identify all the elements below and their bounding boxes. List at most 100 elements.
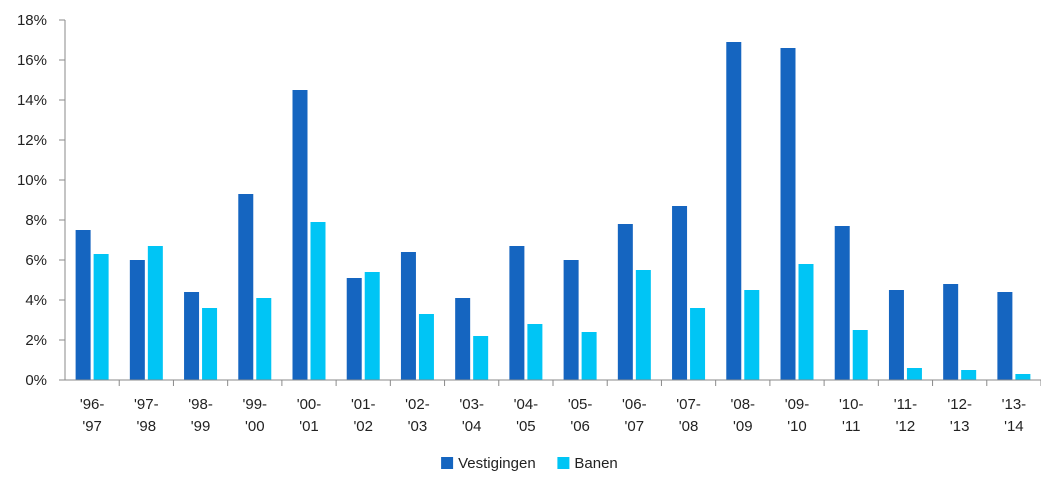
x-tick-label-line: '08 (679, 418, 699, 435)
bar-banen-4 (310, 222, 326, 380)
y-tick-label: 18% (17, 12, 47, 29)
bar-vestigingen-0 (75, 230, 91, 380)
y-tick-label: 4% (25, 292, 47, 309)
bar-vestigingen-14 (834, 226, 850, 380)
y-tick-label: 2% (25, 332, 47, 349)
bar-vestigingen-12 (726, 42, 742, 380)
bar-banen-10 (635, 270, 651, 380)
y-tick-label: 12% (17, 132, 47, 149)
x-tick-label: '06- '07 (622, 396, 647, 435)
y-tick-label: 16% (17, 52, 47, 69)
x-tick-label-line: '03 (408, 418, 428, 435)
x-tick-label-line: '00 (245, 418, 265, 435)
legend-label-vestigingen: Vestigingen (458, 455, 536, 472)
x-tick-label-line: '06- (622, 396, 647, 413)
bar-banen-7 (473, 336, 489, 380)
bar-vestigingen-11 (672, 206, 688, 380)
bar-banen-15 (906, 368, 922, 380)
x-tick-label-line: '02 (353, 418, 373, 435)
bar-banen-16 (961, 370, 977, 380)
bar-vestigingen-8 (509, 246, 525, 380)
bar-banen-12 (744, 290, 760, 380)
bar-vestigingen-15 (888, 290, 904, 380)
y-tick-label: 0% (25, 372, 47, 389)
bar-banen-13 (798, 264, 814, 380)
bar-vestigingen-1 (129, 260, 145, 380)
x-tick-label-line: '01 (299, 418, 319, 435)
x-tick-label-line: '14 (1004, 418, 1024, 435)
x-tick-label-line: '98 (137, 418, 157, 435)
bar-vestigingen-3 (238, 194, 254, 380)
bar-vestigingen-13 (780, 48, 796, 380)
x-tick-label-line: '08- (731, 396, 756, 413)
x-tick-label: '96- '97 (80, 396, 105, 435)
bar-banen-1 (147, 246, 163, 380)
x-tick-label-line: '99- (243, 396, 268, 413)
x-tick-label: '11- '12 (894, 396, 917, 435)
x-tick-label-line: '07- (676, 396, 701, 413)
x-tick-label: '03- '04 (459, 396, 484, 435)
bar-vestigingen-17 (997, 292, 1013, 380)
x-tick-label-line: '12- (947, 396, 972, 413)
x-tick-label: '08- '09 (731, 396, 756, 435)
bar-banen-0 (93, 254, 109, 380)
bar-banen-6 (418, 314, 434, 380)
bar-banen-2 (202, 308, 218, 380)
bar-vestigingen-7 (455, 298, 471, 380)
x-tick-label-line: '10- (839, 396, 864, 413)
legend-label-banen: Banen (574, 455, 617, 472)
x-tick-label-line: '98- (188, 396, 213, 413)
x-tick-label-line: '06 (570, 418, 590, 435)
legend-swatch-vestigingen (441, 457, 454, 469)
bar-vestigingen-6 (400, 252, 416, 380)
y-tick-label: 10% (17, 172, 47, 189)
x-tick-label-line: '97- (134, 396, 159, 413)
bar-banen-8 (527, 324, 543, 380)
legend: Vestigingen Banen (441, 455, 618, 472)
x-axis: '96- '97 '97- '98 '98- '99 '99- '00 '00- '01 '01-'… (65, 379, 1041, 435)
x-tick-label: '98- '99 (188, 396, 213, 435)
x-tick-label-line: '09 (733, 418, 753, 435)
y-tick-label: 14% (17, 92, 47, 109)
y-axis: 0% 2% 4% 6% 8% 10% 12% 14% 16% 18% (17, 12, 66, 389)
x-tick-label-line: '13- (1002, 396, 1027, 413)
y-tick-label: 8% (25, 212, 47, 229)
x-tick-label-line: '05 (516, 418, 536, 435)
bar-vestigingen-10 (617, 224, 633, 380)
x-tick-label: '00- '01 (297, 396, 322, 435)
x-tick-label-line: '02- (405, 396, 430, 413)
x-tick-label-line: '99 (191, 418, 211, 435)
x-tick-label-line: '97 (82, 418, 102, 435)
x-tick-label: '97- '98 (134, 396, 159, 435)
bar-vestigingen-16 (943, 284, 959, 380)
x-tick-label-line: '96- (80, 396, 105, 413)
x-tick-label-line: '04 (462, 418, 482, 435)
x-tick-label: '07- '08 (676, 396, 701, 435)
x-tick-label-line: '00- (297, 396, 322, 413)
x-tick-label: '01- '02 (351, 396, 376, 435)
bar-banen-17 (1015, 374, 1031, 380)
bar-vestigingen-9 (563, 260, 579, 380)
bar-vestigingen-4 (292, 90, 308, 380)
x-tick-label-line: '11 (842, 418, 860, 435)
bar-banen-5 (364, 272, 380, 380)
bar-vestigingen-5 (346, 278, 362, 380)
x-tick-label-line: '09- (785, 396, 810, 413)
x-tick-label-line: '05- (568, 396, 593, 413)
bar-banen-14 (852, 330, 868, 380)
bar-banen-9 (581, 332, 597, 380)
x-tick-label-line: '04- (514, 396, 539, 413)
bars (75, 42, 1031, 380)
bar-banen-11 (690, 308, 706, 380)
bar-banen-3 (256, 298, 272, 380)
x-tick-label-line: '13 (950, 418, 970, 435)
x-tick-label-line: '03- (459, 396, 484, 413)
x-tick-label: '12- '13 (947, 396, 972, 435)
legend-swatch-banen (557, 457, 570, 469)
x-tick-label-line: '11- (894, 396, 917, 413)
x-tick-label-line: '10 (787, 418, 807, 435)
x-tick-label: '13- '14 (1002, 396, 1027, 435)
x-tick-label: '04- '05 (514, 396, 539, 435)
x-tick-label: '02- '03 (405, 396, 430, 435)
